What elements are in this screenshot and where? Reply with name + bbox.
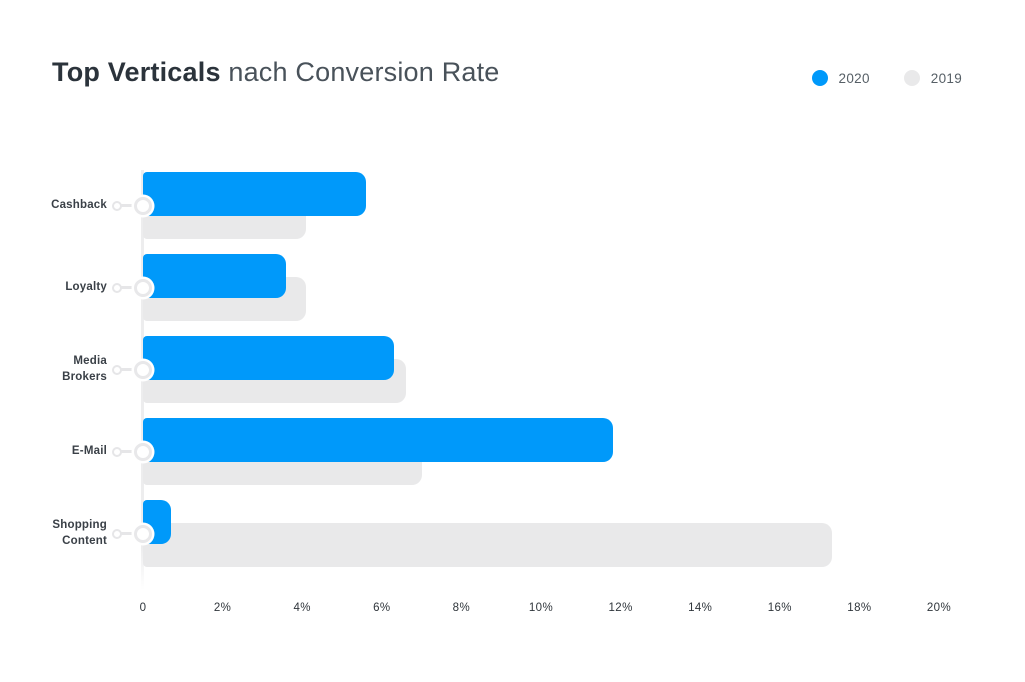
- chart-legend: 2020 2019: [811, 70, 962, 86]
- category-label-shopping-content: Shopping Content: [0, 500, 107, 567]
- legend-item-2020[interactable]: 2020: [811, 70, 870, 86]
- x-tick-10pct: 10%: [528, 602, 554, 614]
- category-label-media-brokers: Media Brokers: [0, 336, 107, 403]
- chart-title: Top Verticals nach Conversion Rate: [52, 57, 500, 88]
- legend-swatch-2020-icon: [811, 70, 828, 86]
- x-tick-6pct: 6%: [373, 602, 391, 614]
- chart-row-e-mail: E-Mail: [0, 418, 1025, 485]
- category-label-loyalty: Loyalty: [0, 254, 107, 321]
- connector-dot-axis-icon: [134, 278, 152, 297]
- category-label-text: Shopping Content: [52, 518, 107, 547]
- bar-2020-media-brokers[interactable]: [143, 336, 394, 380]
- connector-dot-axis-icon: [134, 360, 152, 379]
- category-label-text: E-Mail: [71, 444, 107, 457]
- connector-line: [121, 450, 137, 453]
- x-tick-0: 0: [139, 602, 147, 614]
- chart-title-bold: Top Verticals: [52, 57, 221, 87]
- bar-2020-loyalty[interactable]: [143, 254, 287, 298]
- connector-line: [121, 204, 137, 207]
- x-axis: 0 2% 4% 6% 8% 10% 12% 14% 16% 18% 20%: [0, 602, 1025, 622]
- bar-2019-shopping-content[interactable]: [143, 523, 832, 567]
- x-tick-4pct: 4%: [293, 602, 311, 614]
- chart-title-subtitle: nach Conversion Rate: [220, 57, 500, 87]
- chart-row-shopping-content: Shopping Content: [0, 500, 1025, 567]
- connector-dot-axis-icon: [134, 196, 152, 215]
- connector-line: [121, 368, 137, 371]
- x-tick-20pct: 20%: [926, 602, 952, 614]
- x-tick-14pct: 14%: [688, 602, 713, 614]
- y-axis-line: [140, 170, 144, 590]
- category-label-cashback: Cashback: [0, 172, 107, 239]
- bar-2020-cashback[interactable]: [143, 172, 366, 216]
- chart-row-cashback: Cashback: [0, 172, 1025, 239]
- x-tick-2pct: 2%: [213, 602, 232, 614]
- connector-dot-axis-icon: [134, 442, 152, 461]
- connector-line: [121, 532, 137, 535]
- chart-row-loyalty: Loyalty: [0, 254, 1025, 321]
- legend-label-2019: 2019: [930, 70, 962, 86]
- category-label-text: Cashback: [51, 198, 107, 211]
- bar-2020-e-mail[interactable]: [143, 418, 613, 462]
- x-tick-16pct: 16%: [767, 602, 792, 614]
- legend-label-2020: 2020: [838, 70, 870, 86]
- x-tick-12pct: 12%: [608, 602, 633, 614]
- connector-line: [121, 286, 137, 289]
- category-label-e-mail: E-Mail: [0, 418, 107, 485]
- legend-swatch-2019-icon: [903, 70, 920, 86]
- x-tick-18pct: 18%: [847, 602, 872, 614]
- category-label-text: Loyalty: [65, 280, 107, 293]
- category-label-text: Media Brokers: [62, 354, 107, 383]
- chart-row-media-brokers: Media Brokers: [0, 336, 1025, 403]
- x-tick-8pct: 8%: [452, 602, 471, 614]
- connector-dot-axis-icon: [134, 524, 152, 543]
- legend-item-2019[interactable]: 2019: [903, 70, 962, 86]
